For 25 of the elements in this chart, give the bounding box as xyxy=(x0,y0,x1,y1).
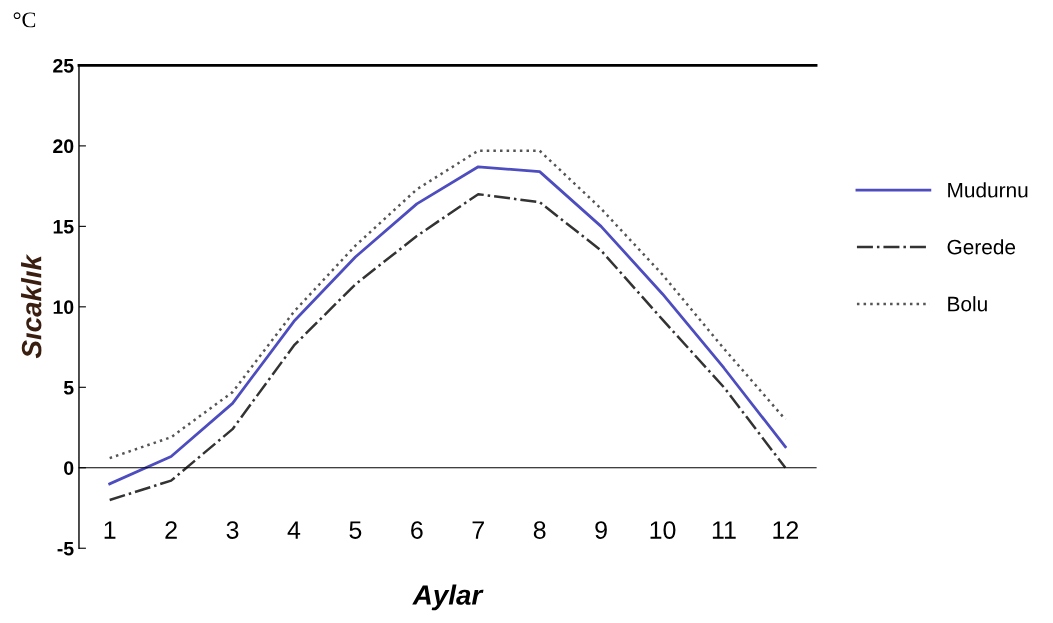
legend-label: Mudurnu xyxy=(948,182,1028,198)
y-tick-label: 5 xyxy=(63,380,74,395)
y-tick-label: 0 xyxy=(64,461,74,476)
x-axis-title: Aylar xyxy=(412,584,484,611)
x-tick-label: 12 xyxy=(773,521,799,539)
y-tick-label: -5 xyxy=(57,541,74,556)
y-axis-title: Sıcaklık xyxy=(21,253,42,359)
text: °C xyxy=(13,12,36,28)
x-tick-label: 4 xyxy=(287,521,301,539)
x-tick-label: 5 xyxy=(349,521,362,539)
y-tick-label: 25 xyxy=(53,58,74,73)
x-tick-label: 2 xyxy=(165,521,177,539)
x-tick-label: 11 xyxy=(712,521,736,539)
y-tick-label: 20 xyxy=(53,139,74,154)
x-tick-label: 10 xyxy=(650,521,676,539)
y-tick-label: 10 xyxy=(53,300,74,315)
y-tick-label: 15 xyxy=(53,220,74,234)
x-tick-label: 6 xyxy=(411,521,423,539)
x-tick-label: 1 xyxy=(104,521,116,539)
legend-label: Bolu xyxy=(948,296,987,312)
x-tick-label: 8 xyxy=(533,521,546,539)
x-tick-label: 7 xyxy=(472,521,484,539)
x-tick-label: 9 xyxy=(595,521,607,539)
legend-label: Gerede xyxy=(947,239,1016,255)
x-tick-label: 3 xyxy=(226,521,239,539)
